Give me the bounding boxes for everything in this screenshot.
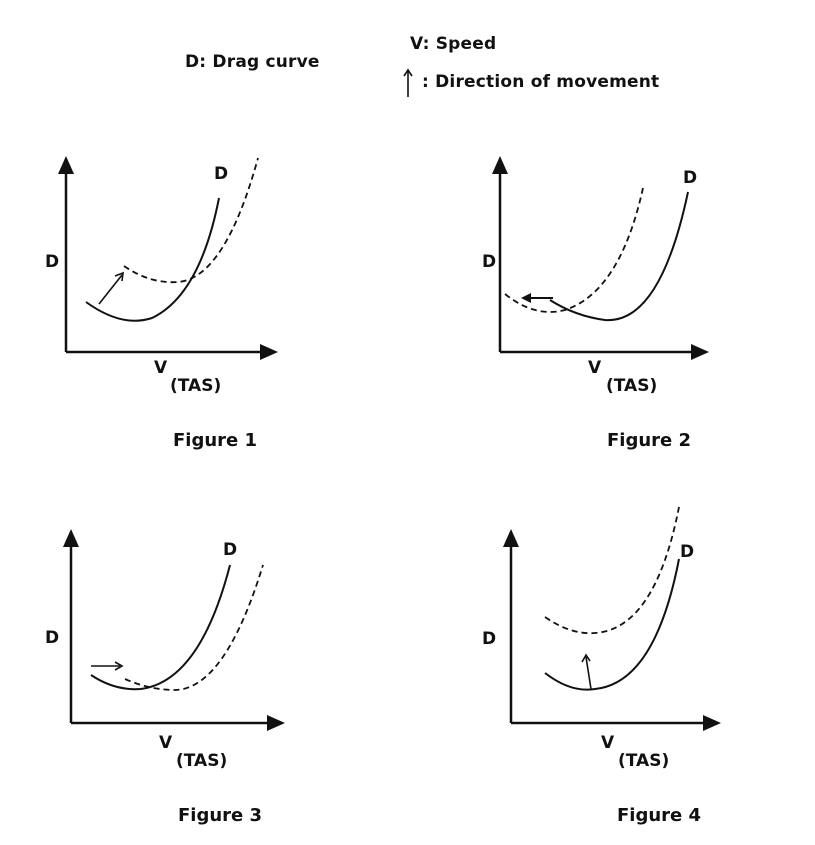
figure-caption: Figure 1 <box>173 430 258 451</box>
figure-1-plot <box>58 156 278 360</box>
curve-label: D <box>214 164 229 184</box>
y-axis-label: D <box>482 629 497 649</box>
legend-drag-curve: D: Drag curve <box>185 52 320 72</box>
curve-label: D <box>680 542 695 562</box>
y-axis-label: D <box>45 252 60 272</box>
figure-2-plot <box>492 156 709 360</box>
figure-caption: Figure 4 <box>617 805 702 826</box>
figure-2: D D V (TAS) Figure 2 <box>455 150 725 451</box>
drag-curve-dashed <box>124 564 264 691</box>
x-axis-label-tas: (TAS) <box>606 376 658 396</box>
drag-curve-solid <box>85 197 220 322</box>
drag-curve-dashed <box>504 187 644 313</box>
x-axis-label-tas: (TAS) <box>170 376 222 396</box>
drag-curve-solid <box>90 564 231 691</box>
x-axis-label-v: V <box>588 358 602 378</box>
legend-speed: V: Speed <box>410 34 497 54</box>
y-axis-label: D <box>45 628 60 648</box>
drag-curve-solid <box>549 191 689 322</box>
legend-direction: : Direction of movement <box>422 72 660 92</box>
x-axis-label-tas: (TAS) <box>618 751 670 771</box>
direction-arrow-icon <box>98 274 123 305</box>
drag-curve-dashed <box>544 506 680 635</box>
x-axis-label-v: V <box>159 733 173 753</box>
figure-1: D D V (TAS) Figure 1 <box>20 150 290 451</box>
curve-label: D <box>683 168 698 188</box>
up-arrow-icon <box>403 68 413 97</box>
curve-label: D <box>223 540 238 560</box>
direction-arrow-icon <box>585 656 592 690</box>
x-axis-label-tas: (TAS) <box>176 751 228 771</box>
figure-caption: Figure 3 <box>178 805 263 826</box>
drag-curve-solid <box>544 558 680 691</box>
x-axis-label-v: V <box>601 733 615 753</box>
figure-4: D D V (TAS) Figure 4 <box>465 506 735 826</box>
figure-4-plot <box>503 506 721 731</box>
figure-caption: Figure 2 <box>607 430 692 451</box>
figure-3: D D V (TAS) Figure 3 <box>25 525 295 826</box>
y-axis-label: D <box>482 252 497 272</box>
x-axis-label-v: V <box>154 358 168 378</box>
drag-curve-dashed <box>123 157 259 284</box>
figure-3-plot <box>63 529 285 731</box>
